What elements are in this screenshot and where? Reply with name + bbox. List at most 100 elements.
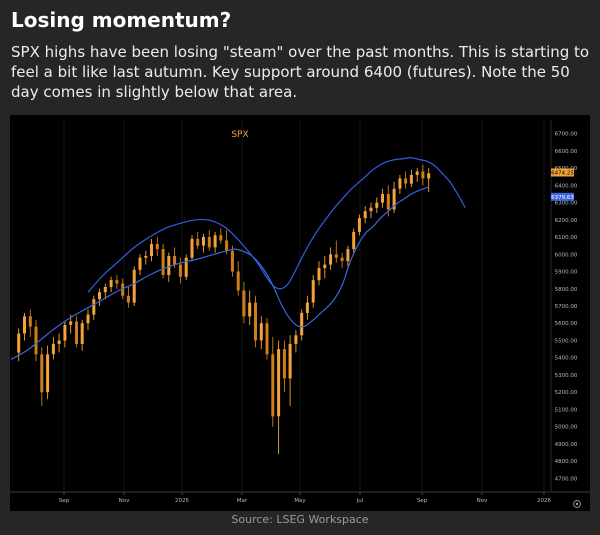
- candle: [381, 188, 384, 208]
- price-tag-label: 6379.63: [551, 195, 574, 201]
- candles: [17, 164, 431, 455]
- candle-body: [409, 175, 413, 184]
- y-tick-label: 5600.00: [555, 321, 578, 327]
- candle-body: [248, 302, 252, 317]
- candle-body: [126, 295, 130, 303]
- candle: [92, 295, 96, 320]
- y-axis-ticks: 4700.00 4800.00 4900.00 5000.00 5100.00 5200.…: [555, 132, 578, 483]
- candle: [427, 168, 431, 193]
- candle: [34, 319, 38, 362]
- candle-body: [213, 235, 217, 248]
- candle-body: [363, 211, 367, 219]
- y-tick-label: 6200.00: [555, 218, 578, 224]
- y-tick-label: 6100.00: [555, 235, 578, 241]
- candle-body: [294, 335, 298, 344]
- candle: [184, 254, 188, 281]
- candle-body: [138, 257, 142, 270]
- candle: [150, 238, 153, 262]
- candle: [28, 309, 32, 337]
- candle-body: [398, 178, 402, 189]
- candle-body: [190, 238, 194, 258]
- candle: [334, 240, 338, 263]
- plot-title: SPX: [231, 130, 248, 140]
- y-tick-label: 4700.00: [555, 476, 578, 482]
- candle-body: [103, 287, 107, 293]
- candle: [323, 256, 327, 279]
- y-tick-label: 5200.00: [555, 390, 578, 396]
- candle-body: [63, 325, 67, 341]
- y-tick-label: 6300.00: [555, 201, 578, 207]
- candle: [155, 237, 159, 256]
- candle-body: [69, 321, 73, 325]
- candle: [294, 330, 298, 353]
- y-tick-label: 5000.00: [555, 425, 578, 431]
- settings-icon[interactable]: [573, 500, 581, 508]
- candle: [329, 247, 333, 270]
- candle-body: [34, 326, 38, 355]
- candle: [242, 281, 246, 324]
- y-tick-label: 5300.00: [555, 373, 578, 379]
- candle: [375, 197, 379, 213]
- candle-body: [259, 323, 263, 341]
- candle-body: [340, 257, 344, 262]
- x-axis-ticks: Sep Nov 2025 Mar May Jul Sep Nov 2026: [59, 492, 551, 504]
- x-tick-label: Sep: [59, 498, 70, 504]
- candle: [311, 275, 315, 308]
- candle-body: [323, 264, 327, 268]
- candle: [98, 288, 101, 306]
- candle: [161, 243, 165, 279]
- x-gridlines: [63, 120, 545, 491]
- candle-body: [17, 333, 21, 353]
- x-tick-label: Nov: [477, 498, 488, 504]
- candle: [202, 233, 205, 253]
- candle-body: [80, 323, 84, 344]
- candle-body: [317, 268, 321, 281]
- candle: [230, 245, 234, 277]
- candle: [190, 235, 194, 262]
- price-chart[interactable]: SPX 4700.00 4800.00 4900.00 5000.00 5100.00 5…: [10, 115, 590, 511]
- candle-body: [28, 316, 32, 327]
- y-tick-label: 5800.00: [555, 287, 578, 293]
- y-tick-label: 6600.00: [555, 149, 578, 155]
- price-tag-label: 6474.25: [551, 171, 574, 177]
- candle-body: [184, 257, 188, 277]
- candle: [63, 321, 67, 348]
- y-tick-label: 4900.00: [555, 442, 578, 448]
- price-tag: 6474.25: [551, 168, 574, 177]
- candle-body: [392, 188, 396, 210]
- candle: [317, 261, 321, 286]
- candle-body: [173, 256, 177, 265]
- candle: [363, 206, 367, 224]
- candle-body: [167, 256, 171, 275]
- candle-body: [121, 283, 125, 296]
- chart-headline: Losing momentum?: [11, 8, 232, 32]
- candle-body: [300, 312, 304, 336]
- candle: [144, 250, 148, 265]
- candle: [138, 254, 142, 275]
- candle: [57, 333, 61, 353]
- x-tick-label: May: [294, 498, 306, 504]
- candle-body: [346, 249, 350, 262]
- candle-body: [271, 354, 275, 417]
- candle: [265, 318, 269, 360]
- candle: [75, 316, 78, 348]
- y-tick-label: 6400.00: [555, 183, 578, 189]
- candle: [404, 171, 408, 189]
- candle-body: [277, 349, 281, 417]
- y-tick-label: 5100.00: [555, 407, 578, 413]
- candle: [346, 245, 350, 267]
- candle: [40, 347, 44, 406]
- candle-body: [40, 354, 44, 393]
- candle: [236, 261, 240, 296]
- candle: [109, 276, 113, 293]
- candle-body: [265, 323, 269, 355]
- candle-body: [86, 314, 90, 324]
- candle: [103, 283, 107, 300]
- y-tick-label: 6700.00: [555, 132, 578, 138]
- candle-body: [415, 171, 419, 175]
- y-tick-label: 5900.00: [555, 270, 578, 276]
- candle: [409, 169, 413, 188]
- candle-body: [427, 173, 431, 179]
- candle-body: [23, 316, 26, 334]
- candle-body: [115, 280, 119, 284]
